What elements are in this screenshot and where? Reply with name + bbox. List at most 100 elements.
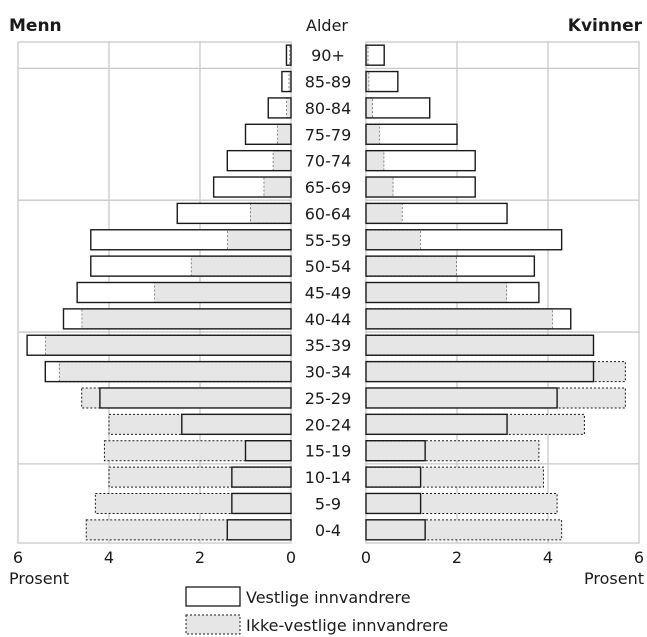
- bar-men-vestlige-fill-85-89: [281, 71, 289, 92]
- bar-men-ikke-vestlige-20-24: [108, 413, 292, 435]
- age-label-35-39: 35-39: [305, 336, 352, 355]
- age-label-40-44: 40-44: [305, 310, 352, 329]
- bar-men-ikke-vestlige-60-64: [249, 202, 292, 224]
- bar-men-vestlige-fill-30-34: [45, 361, 59, 382]
- bar-men-vestlige-fill-80-84: [268, 97, 287, 118]
- bar-women-vestlige-75-79: [365, 123, 458, 145]
- bar-women-ikke-vestlige-20-24: [365, 413, 585, 435]
- bar-women-ikke-vestlige-70-74: [365, 150, 385, 172]
- women-title: Kvinner: [568, 16, 643, 36]
- age-label-85-89: 85-89: [305, 73, 352, 92]
- tick-left-4: 4: [104, 548, 114, 567]
- bar-women-ikke-vestlige-45-49: [365, 282, 508, 303]
- bar-women-ikke-vestlige-75-79: [365, 123, 381, 145]
- tick-right-6: 6: [634, 548, 644, 567]
- bar-men-vestlige-fill-55-59: [90, 229, 228, 250]
- tick-right-2: 2: [452, 548, 462, 567]
- bar-women-vestlige-fill-65-69: [393, 177, 476, 198]
- bar-women-vestlige-45-49: [365, 281, 540, 304]
- legend-label-vestlige: Vestlige innvandrere: [246, 588, 411, 607]
- bar-men-vestlige-fill-50-54: [90, 256, 191, 277]
- bar-women-ikke-vestlige-10-14: [365, 466, 544, 488]
- bar-women-vestlige-fill-90+: [368, 45, 385, 66]
- bar-men-ikke-vestlige-75-79: [276, 123, 292, 145]
- bar-men-ikke-vestlige-80-84: [285, 97, 292, 119]
- bar-women-vestlige-55-59: [365, 229, 563, 251]
- bar-men-vestlige-60-64: [176, 202, 292, 225]
- bar-men-vestlige-fill-90+: [286, 45, 290, 66]
- bar-men-vestlige-35-39: [26, 334, 292, 356]
- age-labels: 0-4 5-9 10-14 15-19 20-24 25-29 30-34 35-39 40-4…: [305, 46, 352, 540]
- age-label-20-24: 20-24: [305, 415, 352, 434]
- bar-men-vestlige-25-29: [99, 387, 292, 409]
- bar-men-vestlige-30-34: [44, 360, 292, 383]
- x-ticks: 6 6 4 4 2 2 0 0: [13, 548, 644, 567]
- age-label-30-34: 30-34: [305, 363, 352, 382]
- bar-women-vestlige-5-9: [365, 492, 422, 515]
- legend-swatch-vestlige: [185, 586, 241, 607]
- bar-men-vestlige-20-24: [181, 413, 292, 436]
- bar-women-vestlige-fill-50-54: [457, 256, 535, 277]
- bar-men-vestlige-15-19: [244, 440, 292, 462]
- age-label-45-49: 45-49: [305, 284, 352, 303]
- bar-men-ikke-vestlige-65-69: [263, 176, 292, 198]
- bar-women-vestlige-30-34: [365, 360, 595, 383]
- bar-men-ikke-vestlige-5-9: [94, 492, 292, 514]
- bar-men-vestlige-fill-70-74: [227, 150, 273, 171]
- tick-right-4: 4: [543, 548, 553, 567]
- bar-women-vestlige-fill-75-79: [379, 124, 457, 145]
- age-label-65-69: 65-69: [305, 178, 352, 197]
- bar-women-ikke-vestlige-15-19: [365, 440, 540, 462]
- bar-men-ikke-vestlige-25-29: [81, 387, 292, 409]
- bar-men-vestlige-65-69: [212, 176, 292, 198]
- bar-women-vestlige-35-39: [365, 334, 595, 356]
- bar-women-ikke-vestlige-30-34: [365, 361, 626, 383]
- bar-men-vestlige-5-9: [231, 492, 292, 515]
- bar-men-ikke-vestlige-15-19: [103, 440, 292, 462]
- bar-men-ikke-vestlige-70-74: [272, 150, 292, 172]
- tick-left-2: 2: [195, 548, 205, 567]
- bar-men-ikke-vestlige-40-44: [81, 308, 292, 330]
- bar-men-vestlige-80-84: [267, 97, 292, 119]
- bar-men-vestlige-fill-65-69: [213, 177, 264, 198]
- bar-women-vestlige-90+: [365, 44, 385, 66]
- bar-men-ikke-vestlige-0-4: [85, 519, 292, 541]
- bar-women-vestlige-fill-55-59: [420, 229, 562, 250]
- bar-men-vestlige-90+: [285, 44, 292, 66]
- bar-women-ikke-vestlige-80-84: [365, 97, 374, 119]
- bar-women-ikke-vestlige-40-44: [365, 308, 554, 330]
- bar-men-ikke-vestlige-30-34: [58, 361, 292, 383]
- bar-women-vestlige-fill-40-44: [552, 308, 571, 329]
- age-label-50-54: 50-54: [305, 257, 352, 276]
- bars: [26, 44, 626, 541]
- bar-women-vestlige-70-74: [365, 149, 476, 172]
- bar-men-vestlige-70-74: [226, 149, 292, 172]
- x-unit-right: Prosent: [584, 569, 644, 588]
- bar-men-vestlige-fill-60-64: [177, 203, 251, 224]
- bar-men-ikke-vestlige-45-49: [154, 282, 292, 303]
- bar-women-vestlige-50-54: [365, 255, 536, 277]
- tick-left-0: 0: [286, 548, 296, 567]
- bar-men-ikke-vestlige-35-39: [44, 334, 292, 356]
- legend: Vestlige innvandrere Ikke-vestlige innva…: [185, 586, 448, 635]
- bar-women-vestlige-fill-60-64: [402, 203, 508, 224]
- age-label-5-9: 5-9: [315, 494, 341, 513]
- bar-women-vestlige-40-44: [365, 308, 572, 330]
- bar-women-vestlige-fill-85-89: [369, 71, 398, 92]
- tick-right-0: 0: [361, 548, 371, 567]
- age-label-55-59: 55-59: [305, 231, 352, 250]
- bar-women-ikke-vestlige-25-29: [365, 387, 626, 409]
- bar-women-vestlige-25-29: [365, 387, 558, 409]
- bar-men-vestlige-10-14: [231, 466, 292, 488]
- age-label-80-84: 80-84: [305, 99, 352, 118]
- bar-men-vestlige-fill-40-44: [63, 308, 82, 329]
- x-unit-left: Prosent: [9, 569, 69, 588]
- age-label-10-14: 10-14: [305, 468, 352, 487]
- age-label-75-79: 75-79: [305, 125, 352, 144]
- bar-women-vestlige-85-89: [365, 70, 399, 93]
- bar-men-vestlige-fill-45-49: [77, 282, 155, 303]
- legend-swatch-ikke-vestlige: [185, 614, 241, 635]
- bar-women-ikke-vestlige-5-9: [365, 492, 558, 514]
- bar-men-vestlige-0-4: [226, 519, 292, 541]
